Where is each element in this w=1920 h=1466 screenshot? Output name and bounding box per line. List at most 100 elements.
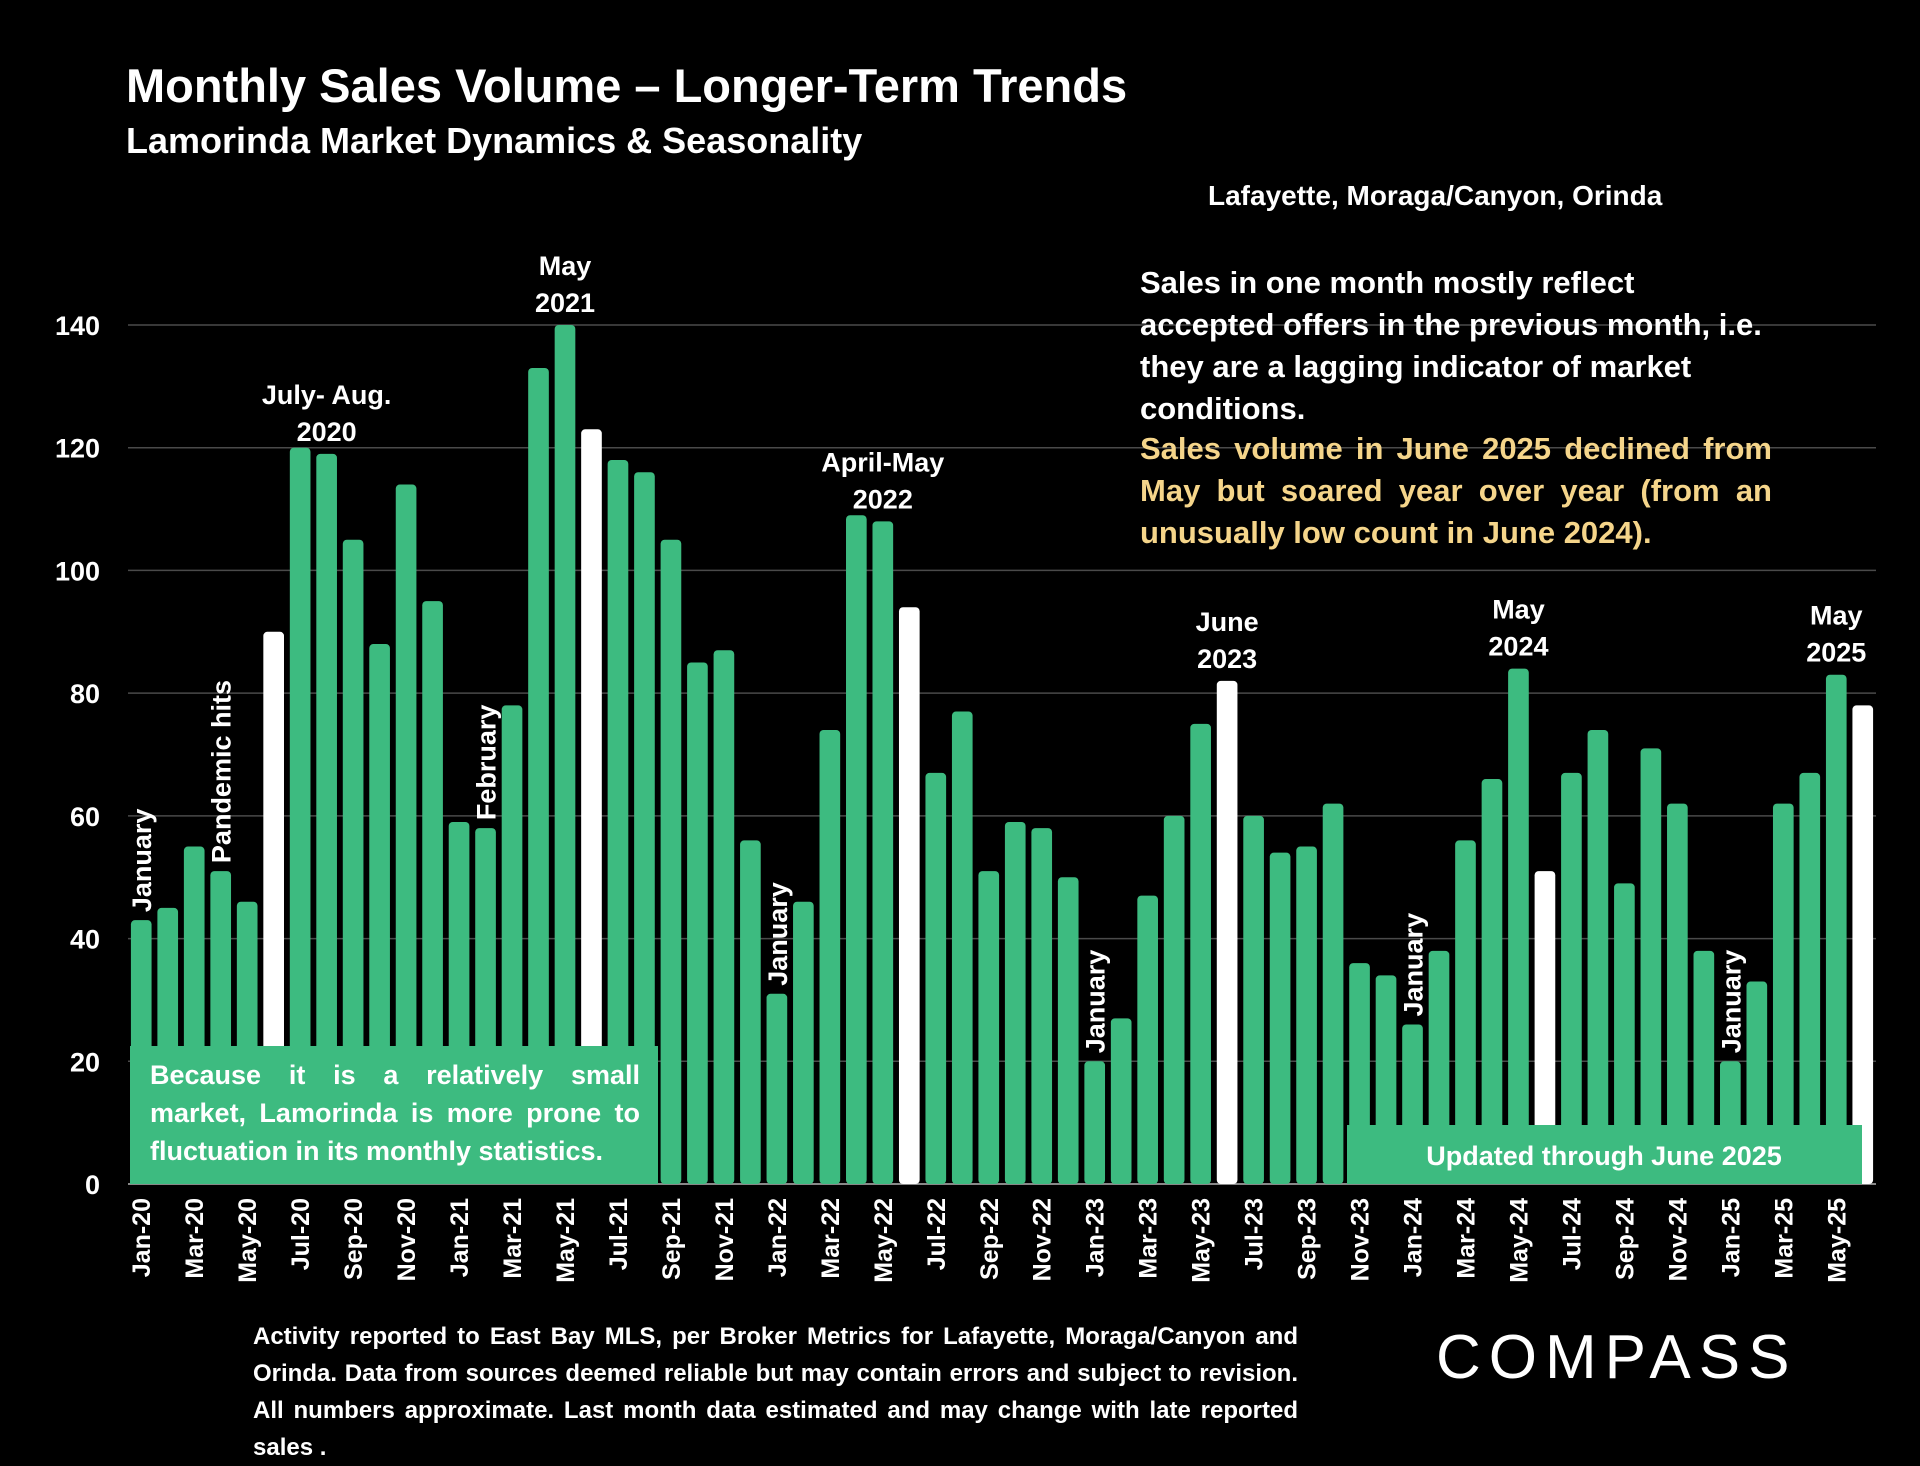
x-tick-label: Nov-22 [1029,1198,1057,1281]
bar-Jun-24 [1534,871,1556,1184]
bar-Mar-23 [1137,895,1158,1184]
bar-Oct-22 [1004,821,1026,1184]
bar-Oct-24 [1640,748,1662,1184]
y-axis-ticks: 0 20 40 60 80 100 120 140 [55,311,100,1200]
x-tick-label: May-22 [870,1198,898,1283]
x-tick-label: Jul-20 [287,1198,315,1270]
bar-Sep-24 [1614,883,1635,1184]
x-tick-label: Jul-23 [1241,1198,1269,1270]
bar-Aug-20 [316,453,337,1185]
june-2025-note: Sales volume in June 2025 declined from … [1140,431,1772,550]
annotation-label: May 2024 [1488,595,1548,662]
bar-Jun-20 [263,631,284,1184]
bar-Oct-23 [1322,803,1344,1184]
bar-Jan-23 [1084,1061,1106,1184]
bar-Feb-23 [1110,1018,1132,1184]
bar-May-23 [1190,723,1211,1184]
x-tick-label: Mar-24 [1452,1198,1480,1279]
bar-Sep-21 [660,539,682,1184]
annotation-label: Pandemic hits [207,680,237,863]
bar-Nov-22 [1031,828,1053,1184]
compass-logo: COMPASS [1436,1323,1798,1392]
bar-Mar-24 [1455,840,1476,1184]
bar-Apr-25 [1799,772,1821,1184]
annotation-label: April-May 2022 [821,447,944,514]
x-tick-label: Nov-20 [393,1198,421,1281]
bar-Jun-25 [1852,705,1874,1184]
bar-May-21 [554,325,576,1184]
y-tick-label: 40 [70,925,100,955]
x-tick-label: Mar-20 [181,1198,209,1279]
lagging-note-text: Sales in one month mostly reflect accept… [1140,265,1762,426]
x-tick-label: May-25 [1823,1198,1851,1283]
x-tick-label: Jan-25 [1717,1198,1745,1277]
bar-Sep-20 [342,539,364,1184]
lagging-indicator-note: Sales in one month mostly reflect accept… [1140,262,1772,430]
bar-Mar-22 [819,729,841,1184]
x-tick-label: Mar-21 [499,1198,527,1279]
bar-Dec-21 [740,840,761,1184]
y-tick-label: 140 [55,311,100,341]
bar-Jun-22 [898,607,920,1184]
bar-Apr-24 [1481,779,1503,1184]
x-tick-label: Nov-24 [1664,1198,1692,1281]
bar-Dec-22 [1057,877,1079,1184]
bar-Jul-24 [1561,772,1582,1184]
bar-Jul-21 [607,459,629,1184]
bar-Aug-22 [951,711,973,1184]
bars [130,325,1874,1185]
bar-Jul-22 [925,772,947,1184]
bar-Dec-20 [422,601,443,1184]
x-tick-label: Jul-21 [605,1198,633,1270]
x-tick-label: Mar-25 [1770,1198,1798,1279]
x-tick-label: Mar-23 [1135,1198,1163,1279]
bar-Feb-22 [793,901,814,1184]
y-tick-label: 80 [70,679,100,709]
bar-Jul-23 [1243,815,1264,1184]
footer-disclaimer: Activity reported to East Bay MLS, per B… [253,1323,1298,1461]
x-tick-label: Jan-21 [446,1198,474,1277]
y-tick-label: 20 [70,1047,100,1077]
bar-Apr-23 [1163,815,1185,1184]
x-tick-label: Jan-20 [128,1198,156,1277]
x-tick-label: Sep-20 [340,1198,368,1280]
bar-Jan-22 [766,993,788,1184]
chart-subtitle: Lamorinda Market Dynamics & Seasonality [126,120,863,161]
y-tick-label: 60 [70,802,100,832]
bar-Nov-20 [395,484,417,1184]
bar-Nov-21 [713,650,735,1184]
region-label: Lafayette, Moraga/Canyon, Orinda [1208,180,1663,211]
bar-Sep-23 [1296,846,1317,1184]
bar-Jun-21 [581,429,602,1184]
x-tick-label: Sep-24 [1611,1198,1639,1280]
x-tick-label: May-21 [552,1198,580,1283]
y-tick-label: 100 [55,556,100,586]
x-tick-label: Nov-23 [1347,1198,1375,1281]
y-tick-label: 0 [85,1170,100,1200]
x-tick-label: Jan-22 [764,1198,792,1277]
x-tick-label: Sep-22 [976,1198,1004,1280]
x-tick-label: Jan-23 [1082,1198,1110,1277]
bar-Aug-24 [1587,729,1609,1184]
updated-box [1347,1125,1862,1184]
bar-Aug-23 [1269,852,1291,1184]
x-tick-label: May-24 [1505,1198,1533,1283]
annotations: January Pandemic hits July- Aug. 2020 Februa… [127,251,1866,1053]
annotation-label: January [1399,913,1429,1017]
annotation-label: January [127,809,157,913]
annotation-label: July- Aug. 2020 [262,380,392,447]
x-tick-label: May-23 [1188,1198,1216,1283]
note-boxes: Because it is a relatively small market,… [130,1046,1862,1184]
small-market-box [130,1046,658,1184]
x-tick-label: Jul-24 [1558,1198,1586,1270]
x-tick-label: Sep-21 [658,1198,686,1280]
bar-May-22 [872,521,894,1184]
x-tick-label: Jan-24 [1400,1198,1428,1277]
bar-Apr-22 [846,515,867,1184]
annotation-label: January [1716,950,1746,1054]
annotation-label: May 2025 [1806,601,1866,668]
x-axis-ticks: Jan-20 Mar-20 May-20 Jul-20 Sep-20 Nov-20 Jan-… [128,1198,1851,1283]
bar-Oct-21 [687,662,708,1184]
annotation-label: June 2023 [1196,607,1259,674]
bar-Apr-21 [528,367,549,1184]
